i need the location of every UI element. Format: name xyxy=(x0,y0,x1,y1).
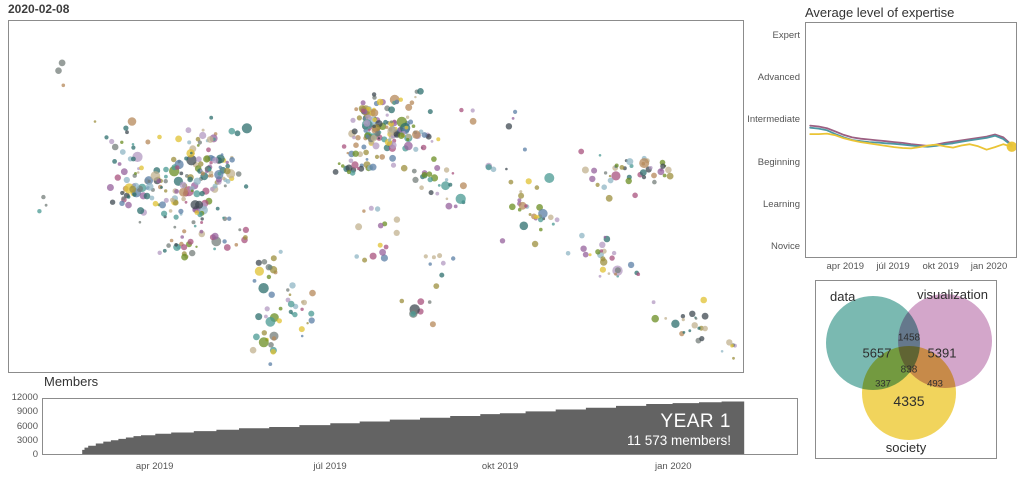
expertise-ytick: Beginning xyxy=(757,156,800,168)
venn-value-data-only: 5657 xyxy=(862,345,892,361)
venn-circle-society xyxy=(862,346,956,440)
expertise-ytick: Intermediate xyxy=(747,114,800,126)
member-location-scatter xyxy=(37,59,737,366)
venn-value-visualization-only: 5391 xyxy=(927,345,957,361)
expertise-lines xyxy=(809,124,1016,152)
venn-value-visualization-society: 493 xyxy=(927,378,943,390)
members-area-shape xyxy=(80,401,745,454)
year1-annotation: YEAR 1 xyxy=(660,411,731,432)
members-chart-title: Members xyxy=(44,374,99,389)
date-label: 2020-02-08 xyxy=(8,2,70,16)
members-ytick: 12000 xyxy=(11,392,38,403)
expertise-xtick: jan 2020 xyxy=(970,261,1008,272)
venn-label-society: society xyxy=(885,440,927,455)
venn-label-visualization: visualization xyxy=(917,287,988,302)
world-map-panel[interactable] xyxy=(8,20,744,373)
expertise-xtick: júl 2019 xyxy=(876,261,910,272)
member-dots xyxy=(37,59,737,366)
members-ytick: 3000 xyxy=(16,434,38,446)
venn-value-society-only: 4335 xyxy=(893,393,925,409)
expertise-line-chart[interactable] xyxy=(805,22,1017,258)
expertise-ytick: Advanced xyxy=(757,72,800,84)
members-ytick: 6000 xyxy=(16,420,38,432)
expertise-chart-title: Average level of expertise xyxy=(805,5,955,20)
expertise-xtick: okt 2019 xyxy=(922,261,959,272)
venn-value-data-society: 337 xyxy=(875,378,891,390)
venn-value-center: 838 xyxy=(900,364,918,376)
members-xtick: jan 2020 xyxy=(655,461,692,472)
members-xtick: apr 2019 xyxy=(135,461,174,472)
members-xtick: júl 2019 xyxy=(313,461,347,472)
venn-value-data-visualization: 1458 xyxy=(897,332,921,344)
members-xtick: okt 2019 xyxy=(481,461,519,472)
members-count-annotation: 11 573 members! xyxy=(626,433,731,448)
members-area-chart[interactable]: YEAR 1 11 573 members! xyxy=(42,398,798,455)
expertise-ytick: Learning xyxy=(763,198,800,210)
venn-diagram-panel[interactable]: data visualization society 5657 1458 539… xyxy=(815,280,997,459)
venn-label-data: data xyxy=(830,289,856,304)
members-ytick: 9000 xyxy=(16,406,38,418)
expertise-ytick: Expert xyxy=(772,30,800,41)
expertise-ytick: Novice xyxy=(770,241,800,252)
expertise-xtick: apr 2019 xyxy=(826,261,865,272)
members-ytick: 0 xyxy=(32,449,38,460)
